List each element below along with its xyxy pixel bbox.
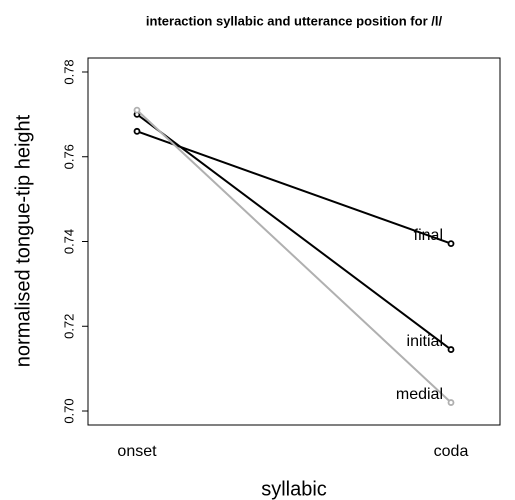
- y-tick-label: 0.70: [61, 398, 76, 423]
- x-tick-label: coda: [434, 443, 469, 460]
- series-line: [136, 109, 452, 404]
- y-tick-label: 0.72: [61, 314, 76, 339]
- y-tick-label: 0.78: [61, 59, 76, 84]
- point: [447, 240, 455, 248]
- series-label: final: [414, 227, 443, 244]
- x-axis-label: syllabic: [261, 478, 327, 500]
- point: [133, 106, 141, 114]
- y-axis-label: normalised tongue-tip height: [12, 114, 34, 367]
- series-line: [136, 130, 452, 245]
- series-line: [136, 113, 452, 351]
- point: [447, 399, 455, 406]
- point: [133, 127, 141, 135]
- point: [447, 346, 455, 353]
- chart-title: interaction syllabic and utterance posit…: [146, 13, 443, 28]
- y-tick-label: 0.76: [61, 144, 76, 169]
- x-tick-label: onset: [117, 443, 157, 460]
- series-label: medial: [396, 386, 443, 403]
- series-label: initial: [407, 333, 443, 350]
- y-tick-label: 0.74: [61, 229, 76, 254]
